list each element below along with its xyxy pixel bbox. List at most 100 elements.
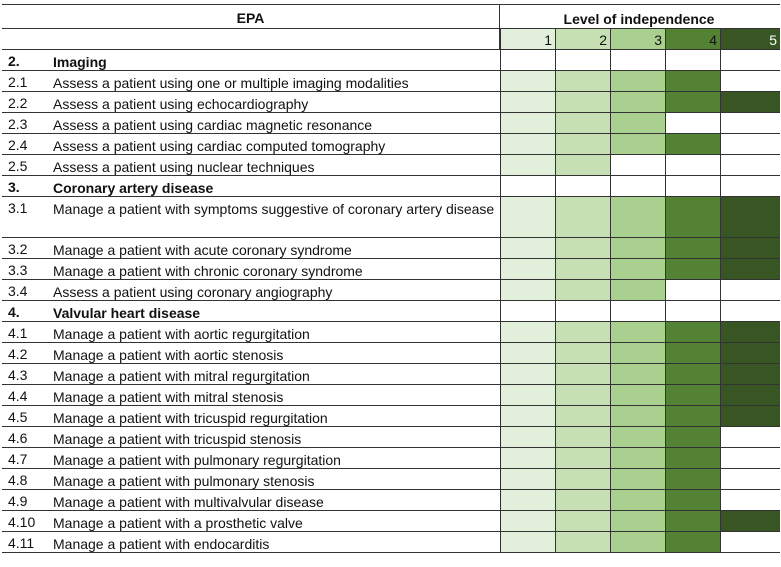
epa-number: 4.9 <box>8 493 28 509</box>
epa-number: 3.4 <box>8 283 28 299</box>
level-4-cell <box>665 511 720 531</box>
epa-number: 4.1 <box>8 325 28 341</box>
level-5-cell <box>720 259 780 279</box>
epa-description: Manage a patient with mitral regurgitati… <box>53 368 310 384</box>
level-2-cell <box>555 259 610 279</box>
level-5-cell <box>720 113 780 133</box>
level-3-cell <box>610 406 665 426</box>
level-3-cell <box>610 301 665 321</box>
level-4-cell <box>665 71 720 91</box>
level-4-cell <box>665 259 720 279</box>
level-5-cell <box>720 155 780 175</box>
table-row: 4.1 Manage a patient with aortic regurgit… <box>2 322 780 343</box>
epa-description: Manage a patient with acute coronary syn… <box>53 242 352 258</box>
level-4-cell <box>665 448 720 468</box>
level-5-cell <box>720 406 780 426</box>
level-3-header: 3 <box>610 29 665 49</box>
level-4-cell <box>665 343 720 363</box>
table-row: 3.3 Manage a patient with chronic coronar… <box>2 259 780 280</box>
table-row: 3.4 Assess a patient using coronary angio… <box>2 280 780 301</box>
epa-number: 2. <box>8 53 20 69</box>
epa-number: 3.2 <box>8 241 28 257</box>
level-3-cell <box>610 71 665 91</box>
level-1-cell <box>500 176 555 196</box>
level-4-cell <box>665 155 720 175</box>
table-row: 2.3 Assess a patient using cardiac magnet… <box>2 113 780 134</box>
epa-number: 4.5 <box>8 409 28 425</box>
level-4-cell <box>665 238 720 258</box>
table-row: 4.9 Manage a patient with multivalvular d… <box>2 490 780 511</box>
level-1-cell <box>500 490 555 510</box>
level-2-cell <box>555 50 610 70</box>
epa-number: 4.6 <box>8 430 28 446</box>
epa-number: 2.3 <box>8 116 28 132</box>
level-1-cell <box>500 71 555 91</box>
level-4-cell <box>665 469 720 489</box>
level-5-cell <box>720 490 780 510</box>
header-row: EPA Level of independence <box>2 4 780 29</box>
epa-description: Manage a patient with endocarditis <box>53 536 270 552</box>
level-5-cell <box>720 322 780 342</box>
level-3-cell <box>610 176 665 196</box>
epa-description: Manage a patient with tricuspid stenosis <box>53 431 302 447</box>
level-4-cell <box>665 364 720 384</box>
epa-description: Manage a patient with tricuspid regurgit… <box>53 410 328 426</box>
level-5-cell <box>720 364 780 384</box>
level-1-cell <box>500 280 555 300</box>
epa-number: 2.4 <box>8 137 28 153</box>
level-5-cell <box>720 197 780 237</box>
epa-number: 4.10 <box>8 514 36 530</box>
level-2-cell <box>555 364 610 384</box>
level-3-cell <box>610 280 665 300</box>
level-4-cell <box>665 197 720 237</box>
level-5-cell <box>720 448 780 468</box>
epa-description: Manage a patient with mitral stenosis <box>53 389 284 405</box>
level-1-cell <box>500 322 555 342</box>
level-row-divider <box>499 29 500 49</box>
level-2-cell <box>555 301 610 321</box>
level-3-cell <box>610 448 665 468</box>
level-4-cell <box>665 50 720 70</box>
level-2-cell <box>555 406 610 426</box>
level-4-cell <box>665 532 720 552</box>
section-title: Valvular heart disease <box>53 305 201 321</box>
level-3-cell <box>610 155 665 175</box>
level-1-cell <box>500 427 555 447</box>
level-3-cell <box>610 469 665 489</box>
level-4-cell <box>665 322 720 342</box>
level-5-cell <box>720 280 780 300</box>
level-2-cell <box>555 238 610 258</box>
epa-number: 3.1 <box>8 200 28 216</box>
level-2-cell <box>555 113 610 133</box>
level-2-cell <box>555 134 610 154</box>
level-2-cell <box>555 343 610 363</box>
epa-description: Manage a patient with aortic regurgitati… <box>53 326 310 342</box>
level-4-cell <box>665 301 720 321</box>
level-4-cell <box>665 113 720 133</box>
level-3-cell <box>610 532 665 552</box>
epa-description: Assess a patient using coronary angiogra… <box>53 284 333 300</box>
epa-number: 4.7 <box>8 451 28 467</box>
level-3-cell <box>610 490 665 510</box>
epa-number: 2.1 <box>8 74 28 90</box>
level-3-cell <box>610 113 665 133</box>
epa-number: 3. <box>8 179 20 195</box>
level-1-header: 1 <box>500 29 555 49</box>
level-1-cell <box>500 448 555 468</box>
level-2-cell <box>555 322 610 342</box>
level-2-cell <box>555 155 610 175</box>
epa-description: Manage a patient with pulmonary regurgit… <box>53 452 341 468</box>
level-1-cell <box>500 92 555 112</box>
level-3-cell <box>610 134 665 154</box>
level-4-cell <box>665 176 720 196</box>
epa-description: Assess a patient using nuclear technique… <box>53 159 315 175</box>
epa-number: 3.3 <box>8 262 28 278</box>
section-row: 2. Imaging <box>2 50 780 71</box>
epa-number: 4.2 <box>8 346 28 362</box>
table-row: 4.7 Manage a patient with pulmonary regur… <box>2 448 780 469</box>
epa-description: Assess a patient using cardiac magnetic … <box>53 117 373 133</box>
level-3-cell <box>610 92 665 112</box>
level-5-cell <box>720 176 780 196</box>
level-2-header: 2 <box>555 29 610 49</box>
level-4-header: 4 <box>665 29 720 49</box>
